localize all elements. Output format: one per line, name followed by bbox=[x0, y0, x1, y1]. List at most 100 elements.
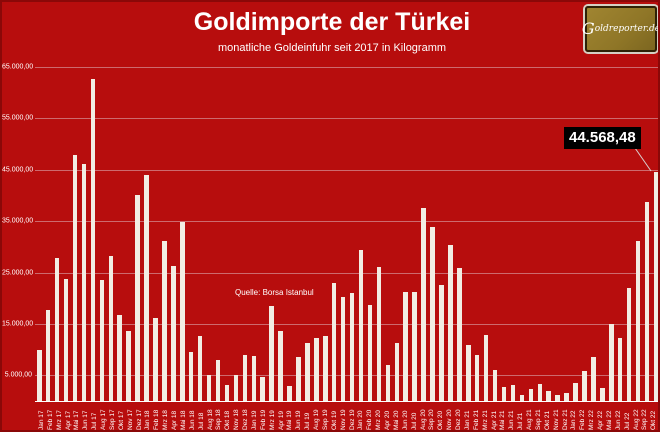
gridline bbox=[35, 169, 658, 171]
bar bbox=[45, 310, 51, 401]
bar bbox=[537, 383, 542, 401]
x-tick-label: Nov 19 bbox=[339, 409, 347, 430]
x-tick-cell: Jul 21 bbox=[516, 404, 525, 430]
x-tick-cell: Apr 21 bbox=[490, 404, 499, 430]
x-tick-cell: Sep 17 bbox=[108, 404, 117, 430]
gridline bbox=[35, 221, 658, 223]
x-tick-cell: Mrz 18 bbox=[161, 404, 170, 430]
x-tick-cell: Mai 17 bbox=[73, 404, 82, 430]
x-tick-cell: Sep 21 bbox=[534, 404, 543, 430]
bar bbox=[54, 257, 60, 401]
x-tick-label: Mai 18 bbox=[179, 410, 187, 430]
x-tick-cell: Feb 19 bbox=[259, 404, 268, 430]
x-tick-cell: Apr 19 bbox=[277, 404, 286, 430]
x-tick-label: Mai 17 bbox=[73, 410, 81, 430]
x-tick-cell: Mai 22 bbox=[605, 404, 614, 430]
x-tick-cell: Mai 20 bbox=[392, 404, 401, 430]
x-tick-cell: Jan 17 bbox=[37, 404, 46, 430]
x-tick-label: Sep 20 bbox=[428, 409, 436, 430]
x-tick-label: Okt 18 bbox=[224, 410, 232, 430]
bar bbox=[439, 284, 444, 401]
x-tick-label: Mrz 20 bbox=[375, 410, 383, 430]
source-annotation: Quelle: Borsa Istanbul bbox=[235, 288, 314, 297]
x-tick-label: Jan 22 bbox=[570, 410, 578, 430]
x-tick-cell: Jul 18 bbox=[197, 404, 206, 430]
x-tick-label: Jun 18 bbox=[188, 410, 196, 430]
bar bbox=[278, 330, 283, 401]
x-tick-cell: Jan 22 bbox=[570, 404, 579, 430]
bar bbox=[635, 240, 641, 401]
bar bbox=[162, 241, 167, 401]
x-tick-label: Aug 19 bbox=[313, 409, 321, 430]
x-tick-label: Okt 22 bbox=[650, 410, 658, 430]
bar bbox=[582, 371, 587, 401]
bar bbox=[609, 323, 614, 401]
y-tick-label: 55.000,00 bbox=[2, 114, 34, 122]
x-tick-label: Jul 21 bbox=[517, 412, 525, 430]
x-tick-label: Jun 21 bbox=[508, 410, 516, 430]
bar bbox=[171, 266, 176, 401]
x-tick-label: Apr 20 bbox=[384, 410, 392, 430]
x-tick-cell: Nov 19 bbox=[339, 404, 348, 430]
x-tick-cell: Mrz 21 bbox=[481, 404, 490, 430]
x-tick-cell: Jan 19 bbox=[250, 404, 259, 430]
x-tick-label: Okt 17 bbox=[117, 410, 125, 430]
bar bbox=[296, 357, 301, 401]
x-tick-cell: Jun 17 bbox=[81, 404, 90, 430]
bar bbox=[251, 355, 256, 401]
bar bbox=[63, 279, 69, 401]
x-axis-labels: Jan 17 Feb 17 Mrz 17 Apr 17 Mai 17 Jun 17 Jul … bbox=[37, 404, 658, 430]
x-tick-cell: Jan 18 bbox=[144, 404, 153, 430]
bar bbox=[644, 201, 650, 401]
bar bbox=[448, 245, 453, 401]
x-tick-cell: Jun 21 bbox=[507, 404, 516, 430]
x-tick-label: Okt 19 bbox=[330, 410, 338, 430]
x-tick-cell: Okt 17 bbox=[117, 404, 126, 430]
x-tick-label: Nov 21 bbox=[552, 409, 560, 430]
x-tick-label: Jun 17 bbox=[82, 410, 90, 430]
bar bbox=[412, 291, 417, 401]
bar bbox=[144, 175, 149, 401]
x-tick-cell: Apr 17 bbox=[64, 404, 73, 430]
y-axis-labels: 65.000,00 55.000,00 45.000,00 35.000,00 25.0… bbox=[2, 64, 34, 401]
gridline bbox=[35, 375, 658, 377]
callout-value-box: 44.568,48 bbox=[564, 127, 641, 149]
bar bbox=[99, 280, 105, 401]
bar bbox=[180, 222, 185, 401]
x-tick-label: Jul 17 bbox=[91, 412, 99, 430]
x-tick-label: Mai 21 bbox=[499, 410, 507, 430]
bar bbox=[153, 317, 158, 401]
x-tick-label: Nov 20 bbox=[446, 409, 454, 430]
bar bbox=[394, 342, 399, 401]
x-tick-label: Jul 22 bbox=[623, 412, 631, 430]
bar bbox=[331, 283, 337, 401]
x-tick-cell: Nov 17 bbox=[126, 404, 135, 430]
x-tick-cell: Jul 22 bbox=[623, 404, 632, 430]
bar bbox=[126, 330, 131, 401]
x-tick-cell: Okt 20 bbox=[436, 404, 445, 430]
plot-area bbox=[35, 67, 658, 402]
x-tick-cell: Okt 22 bbox=[649, 404, 658, 430]
x-tick-label: Mrz 21 bbox=[481, 410, 489, 430]
x-tick-label: Jan 21 bbox=[463, 410, 471, 430]
bar bbox=[385, 365, 391, 401]
x-tick-cell: Feb 20 bbox=[365, 404, 374, 430]
bar bbox=[483, 334, 489, 401]
x-tick-label: Feb 20 bbox=[366, 409, 374, 430]
x-tick-label: Mrz 19 bbox=[268, 410, 276, 430]
x-tick-label: Jul 20 bbox=[410, 412, 418, 430]
x-tick-label: Mai 19 bbox=[286, 410, 294, 430]
bar bbox=[135, 194, 140, 401]
bar bbox=[466, 345, 471, 401]
x-tick-cell: Aug 21 bbox=[525, 404, 534, 430]
x-tick-label: Dez 21 bbox=[561, 409, 569, 430]
bar bbox=[269, 306, 274, 401]
bar bbox=[349, 293, 355, 401]
bar bbox=[528, 389, 534, 401]
x-tick-cell: Sep 20 bbox=[428, 404, 437, 430]
bar bbox=[108, 255, 113, 401]
bar-series bbox=[37, 67, 658, 401]
x-tick-cell: Mai 21 bbox=[499, 404, 508, 430]
